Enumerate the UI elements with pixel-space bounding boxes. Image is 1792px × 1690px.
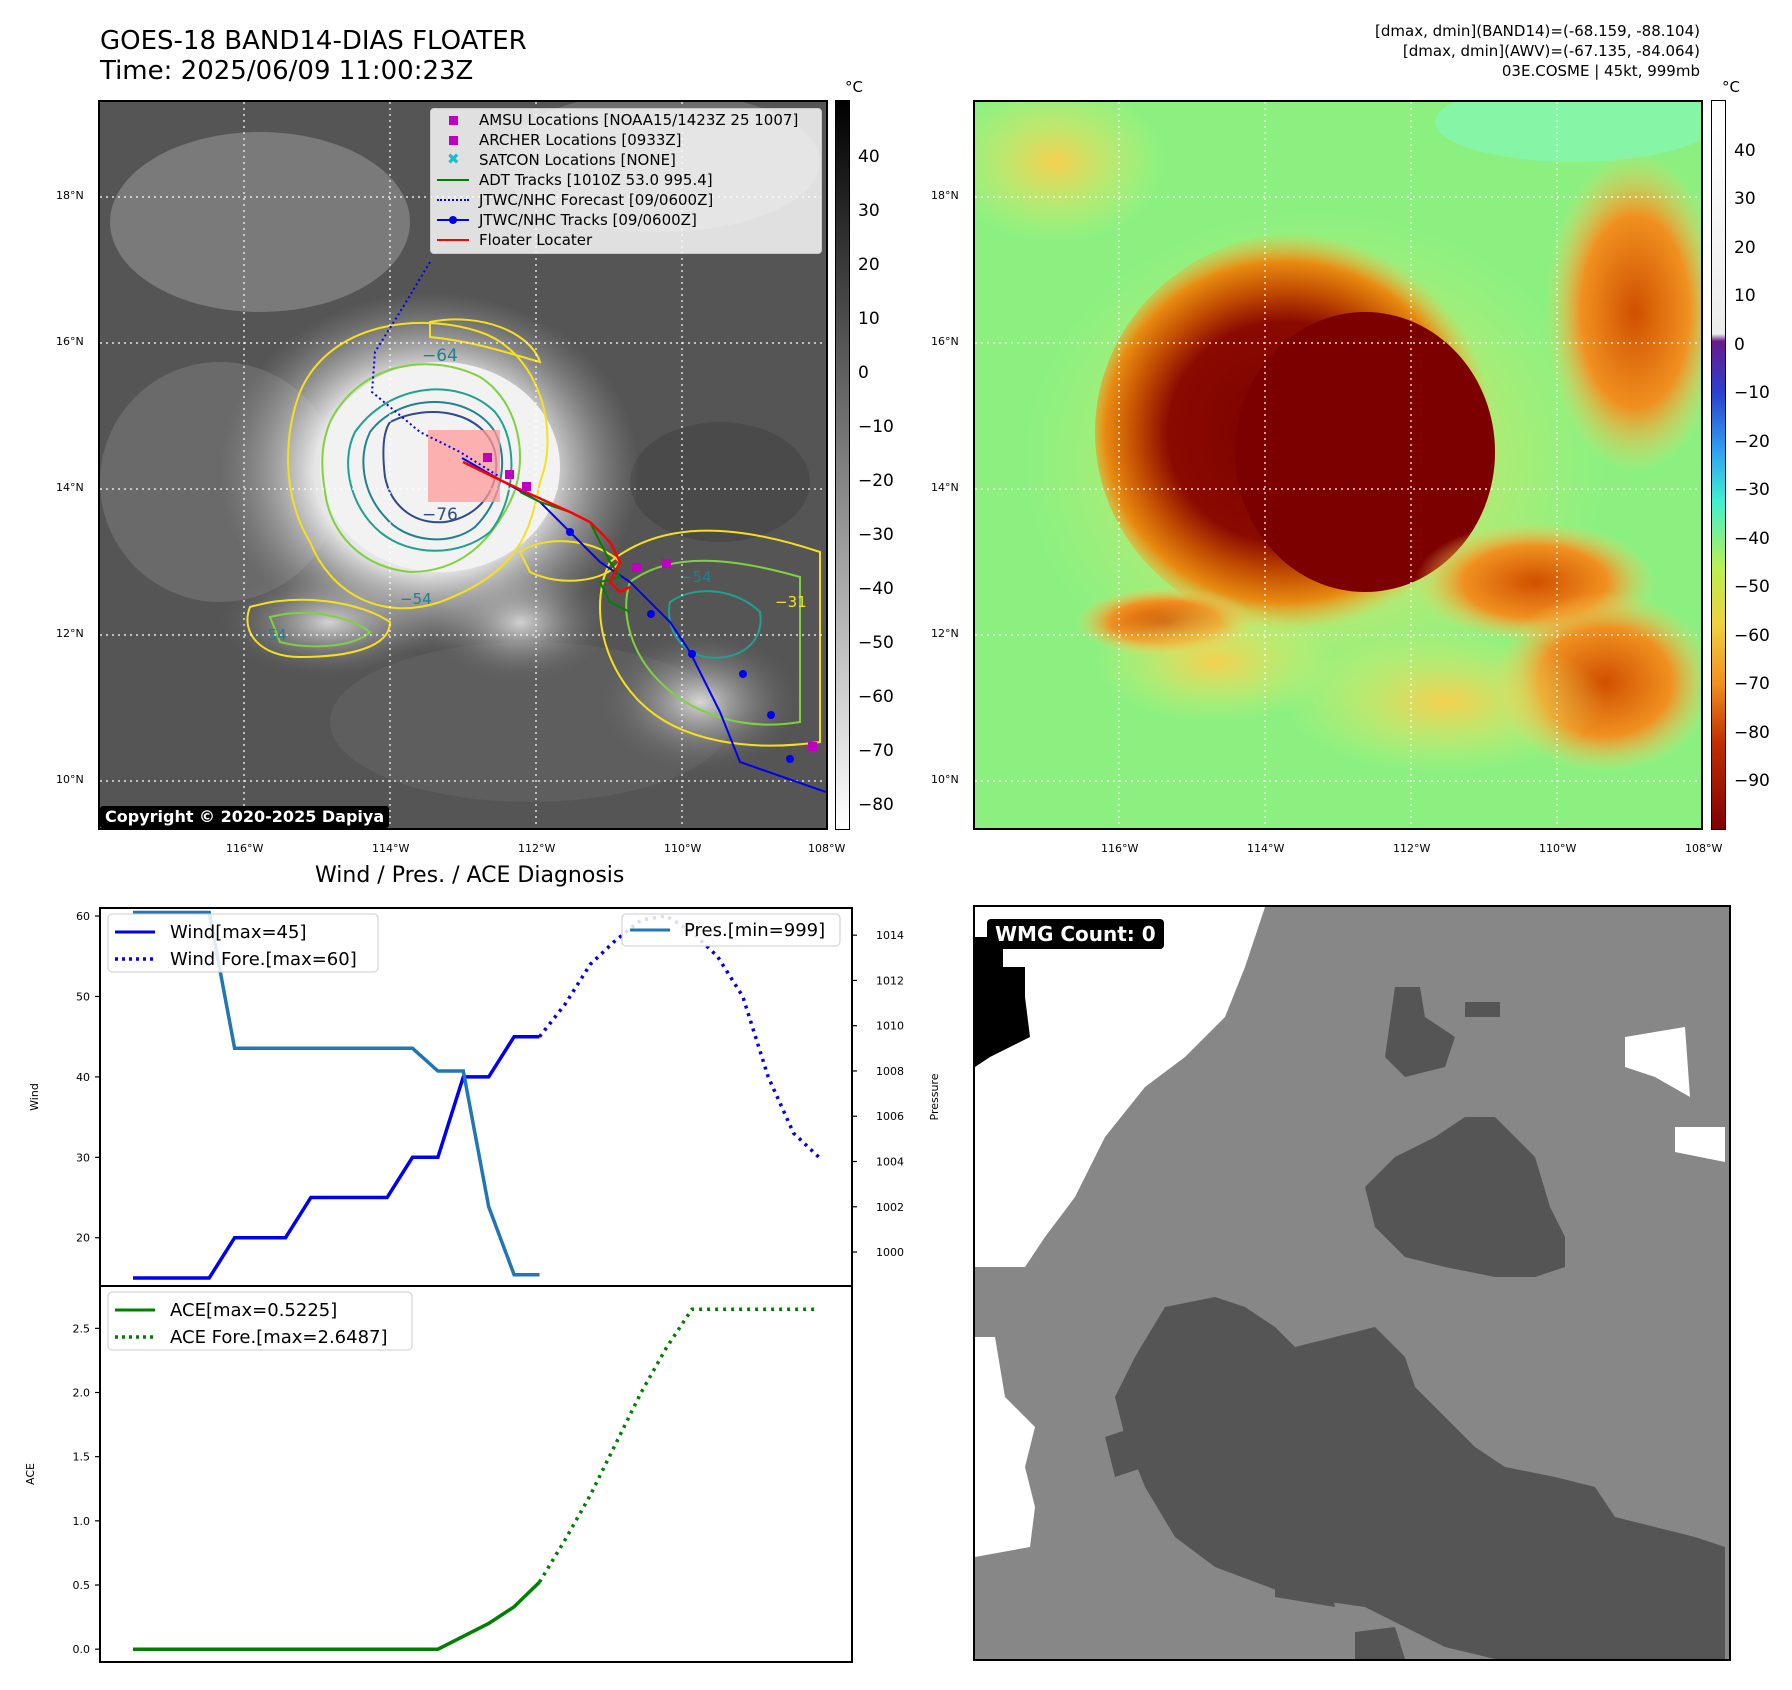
lat-label: 12°N (56, 627, 84, 640)
ace-ytick-label: 2.5 (73, 1322, 91, 1335)
figure-title: GOES-18 BAND14-DIAS FLOATER (100, 26, 527, 56)
stats-awv: [dmax, dmin](AWV)=(-67.135, -84.064) (1402, 42, 1700, 60)
lat-label: 10°N (931, 773, 959, 786)
line-marker-icon (437, 239, 469, 241)
contour-label: −64 (422, 346, 458, 366)
ace-ytick-label: 2.0 (73, 1387, 91, 1400)
wind-ytick-label: 40 (76, 1071, 90, 1084)
lat-label: 18°N (56, 189, 84, 202)
ir-map-panel: −64 −76 −54 −54 −54 −31 (98, 100, 828, 830)
pressure-ytick-label: 1002 (876, 1201, 904, 1214)
pressure-ytick-label: 1004 (876, 1156, 904, 1169)
copyright-label: Copyright © 2020-2025 Dapiya (100, 806, 390, 828)
pressure-ytick-label: 1000 (876, 1246, 904, 1259)
lat-label: 10°N (56, 773, 84, 786)
contour-label: −76 (422, 505, 458, 525)
storm-info: 03E.COSME | 45kt, 999mb (1501, 62, 1700, 80)
awv-colorbar (1711, 100, 1726, 830)
legend-wind-fore-label: Wind Fore.[max=60] (170, 949, 357, 970)
dotted-line-icon (437, 199, 469, 201)
legend-ace-label: ACE[max=0.5225] (170, 1300, 337, 1321)
ace-ytick-label: 1.5 (73, 1451, 91, 1464)
wind-legend: Wind[max=45] Wind Fore.[max=60] (107, 913, 379, 973)
line-marker-icon (437, 179, 469, 181)
figure-time: Time: 2025/06/09 11:00:23Z (100, 56, 474, 86)
pressure-ytick-label: 1014 (876, 929, 904, 942)
lat-label: 12°N (931, 627, 959, 640)
ace-series-forecast (538, 1307, 819, 1584)
colorbar-unit: °C (1722, 78, 1740, 96)
awv-map-panel (973, 100, 1703, 830)
lat-label: 14°N (56, 481, 84, 494)
wind-axis-label: Wind (28, 1083, 41, 1111)
pressure-ytick-label: 1010 (876, 1020, 904, 1033)
lon-label: 116°W (226, 842, 264, 855)
lon-label: 108°W (1685, 842, 1723, 855)
wind-ytick-label: 20 (76, 1232, 90, 1245)
wind-ytick-label: 30 (76, 1151, 90, 1164)
lat-label: 18°N (931, 189, 959, 202)
wind-series-forecast (538, 914, 821, 1159)
lat-label: 16°N (56, 335, 84, 348)
legend-wind-label: Wind[max=45] (170, 922, 307, 943)
lon-label: 108°W (808, 842, 846, 855)
awv-map-image (975, 102, 1701, 828)
ir-colorbar (835, 100, 850, 830)
ace-legend: ACE[max=0.5225] ACE Fore.[max=2.6487] (107, 1291, 413, 1351)
contour-label: −54 (255, 626, 287, 644)
wind-ytick-label: 50 (76, 990, 90, 1003)
contour-label: −54 (400, 590, 432, 608)
wind-series-line (133, 1034, 540, 1280)
colorbar-unit: °C (845, 78, 863, 96)
stats-band14: [dmax, dmin](BAND14)=(-68.159, -88.104) (1375, 22, 1700, 40)
pressure-series-line (133, 910, 540, 1277)
lat-label: 14°N (931, 481, 959, 494)
lon-label: 110°W (1539, 842, 1577, 855)
lon-label: 112°W (1393, 842, 1431, 855)
ace-panel-frame (99, 1285, 853, 1663)
wind-ytick-label: 60 (76, 910, 90, 923)
ace-ytick-label: 0.5 (73, 1579, 91, 1592)
pressure-ytick-label: 1012 (876, 974, 904, 987)
ace-ytick-label: 0.0 (73, 1643, 91, 1656)
contour-label: −31 (775, 593, 807, 611)
wmg-panel: WMG Count: 0 (973, 905, 1731, 1661)
lon-label: 110°W (664, 842, 702, 855)
ace-ytick-label: 1.0 (73, 1515, 91, 1528)
ace-axis-label: ACE (24, 1463, 37, 1485)
pressure-legend: Pres.[min=999] (621, 913, 841, 947)
square-marker-icon (449, 136, 458, 145)
square-marker-icon (449, 116, 458, 125)
diagnosis-title: Wind / Pres. / ACE Diagnosis (315, 863, 625, 888)
map-legend: AMSU Locations [NOAA15/1423Z 25 1007] AR… (430, 108, 822, 254)
lon-label: 116°W (1101, 842, 1139, 855)
wmg-count-badge: WMG Count: 0 (987, 919, 1164, 949)
lon-label: 114°W (372, 842, 410, 855)
legend-pres-label: Pres.[min=999] (684, 920, 825, 941)
pressure-ytick-label: 1006 (876, 1110, 904, 1123)
lon-label: 112°W (518, 842, 556, 855)
ace-series-line (133, 1580, 541, 1651)
pressure-ytick-label: 1008 (876, 1065, 904, 1078)
diagnosis-chart: Wind Pressure ACE 20 30 40 50 60 1000 1002 1004… (24, 907, 941, 1663)
pressure-axis-label: Pressure (928, 1073, 941, 1120)
x-marker-icon: ✖ (447, 150, 460, 168)
lat-label: 16°N (931, 335, 959, 348)
lon-label: 114°W (1247, 842, 1285, 855)
legend-ace-fore-label: ACE Fore.[max=2.6487] (170, 1327, 388, 1348)
wmg-image (975, 907, 1729, 1659)
contour-label: −54 (680, 568, 712, 586)
